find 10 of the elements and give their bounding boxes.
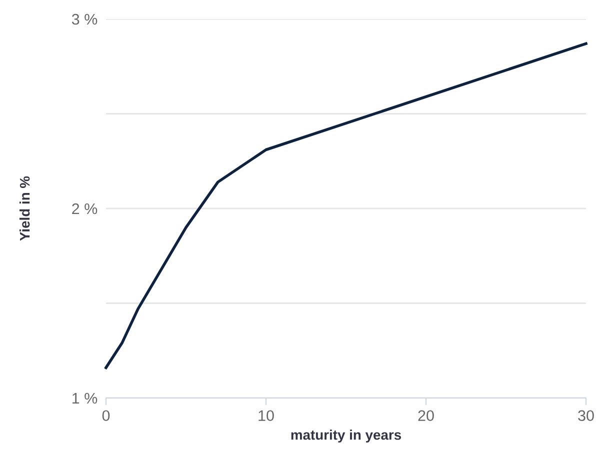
x-tick-label: 30 (578, 410, 594, 422)
y-tick-label: 1 % (72, 392, 98, 404)
y-tick-label: 3 % (72, 14, 98, 25)
y-axis-title: Yield in % (20, 176, 30, 241)
x-axis-title: maturity in years (291, 430, 402, 443)
line-series (104, 42, 588, 370)
x-tick-label: 0 (102, 410, 110, 422)
x-tick-label: 20 (418, 410, 434, 422)
y-tick-label: 2 % (72, 203, 98, 214)
x-tick-label: 10 (258, 410, 274, 422)
